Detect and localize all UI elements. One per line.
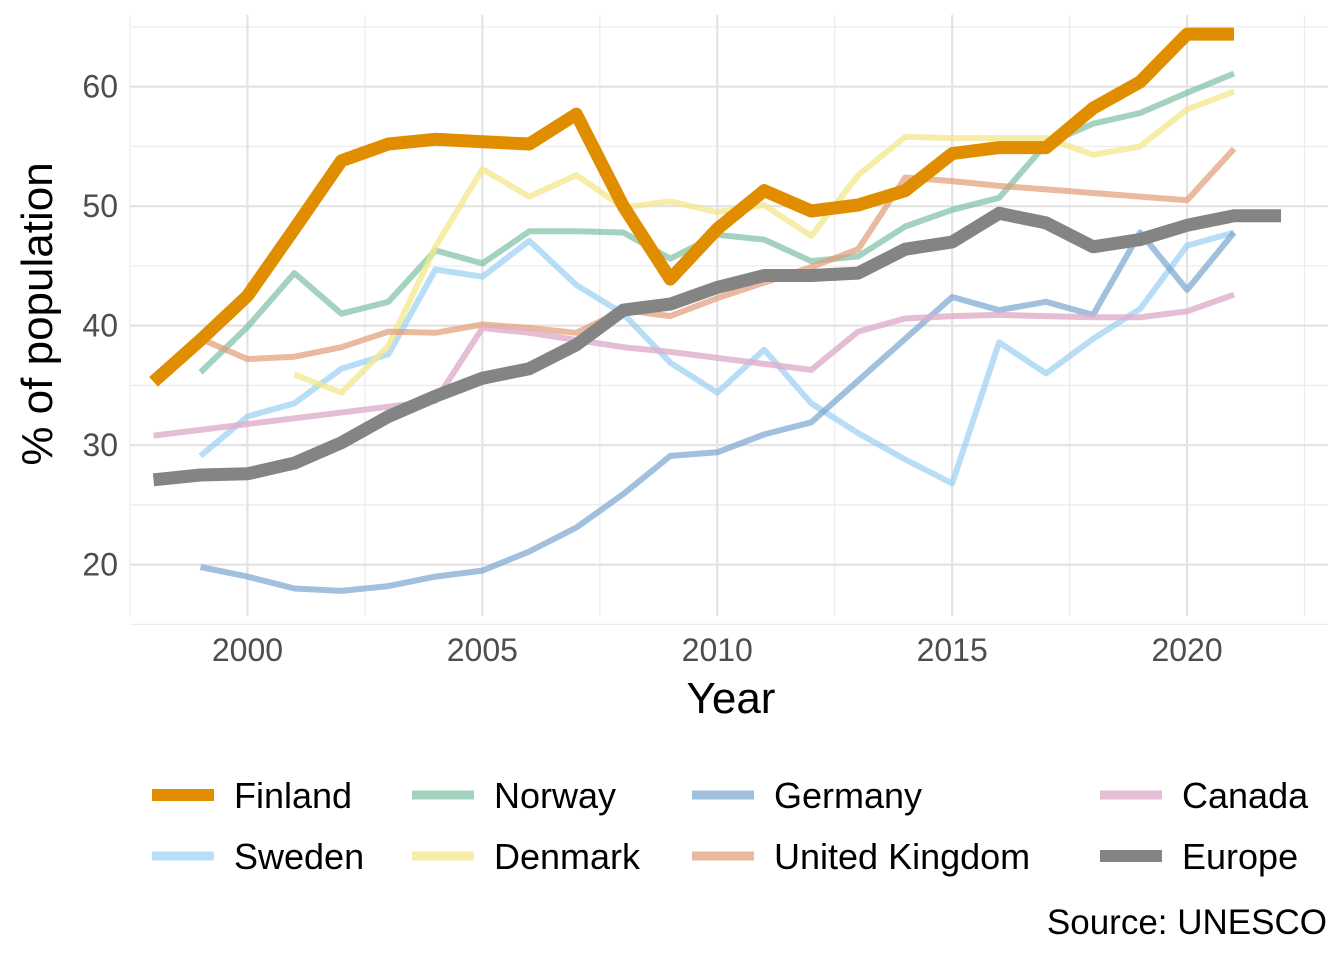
y-tick-label: 60	[82, 69, 118, 105]
legend-label-united-kingdom: United Kingdom	[774, 836, 1030, 877]
legend-label-canada: Canada	[1182, 775, 1309, 816]
y-tick-label: 50	[82, 188, 118, 224]
x-tick-label: 2005	[447, 632, 518, 668]
x-tick-label: 2020	[1151, 632, 1222, 668]
legend-item-finland: Finland	[152, 775, 352, 816]
series-lines	[149, 27, 1281, 594]
series-line-finland	[149, 27, 1234, 387]
y-tick-label: 40	[82, 308, 118, 344]
legend-item-norway: Norway	[412, 775, 616, 816]
series-line-denmark	[293, 88, 1236, 396]
legend-label-denmark: Denmark	[494, 836, 641, 877]
y-axis-ticks: 20 30 40 50 60	[82, 69, 118, 583]
x-tick-label: 2010	[682, 632, 753, 668]
legend: Finland Sweden Norway Denmark Germany United …	[152, 775, 1309, 877]
legend-label-finland: Finland	[234, 775, 352, 816]
caption: Source: UNESCO	[1047, 903, 1327, 942]
y-tick-label: 20	[82, 547, 118, 583]
series-line-united-kingdom	[199, 146, 1237, 363]
x-tick-label: 2015	[917, 632, 988, 668]
legend-item-sweden: Sweden	[152, 836, 364, 877]
legend-item-europe: Europe	[1100, 836, 1298, 877]
legend-label-sweden: Sweden	[234, 836, 364, 877]
y-tick-label: 30	[82, 427, 118, 463]
series-line-canada	[153, 291, 1236, 439]
x-axis-ticks: 2000 2005 2010 2015 2020	[212, 632, 1223, 668]
legend-label-germany: Germany	[774, 775, 922, 816]
x-axis-title: Year	[687, 674, 776, 723]
series-line-europe	[152, 206, 1281, 487]
legend-label-norway: Norway	[494, 775, 616, 816]
series-line-germany	[199, 229, 1237, 594]
y-axis-title: % of population	[13, 162, 62, 465]
legend-item-germany: Germany	[692, 775, 922, 816]
legend-item-united-kingdom: United Kingdom	[692, 836, 1030, 877]
legend-item-denmark: Denmark	[412, 836, 641, 877]
x-tick-label: 2000	[212, 632, 283, 668]
legend-item-canada: Canada	[1100, 775, 1309, 816]
legend-label-europe: Europe	[1182, 836, 1298, 877]
